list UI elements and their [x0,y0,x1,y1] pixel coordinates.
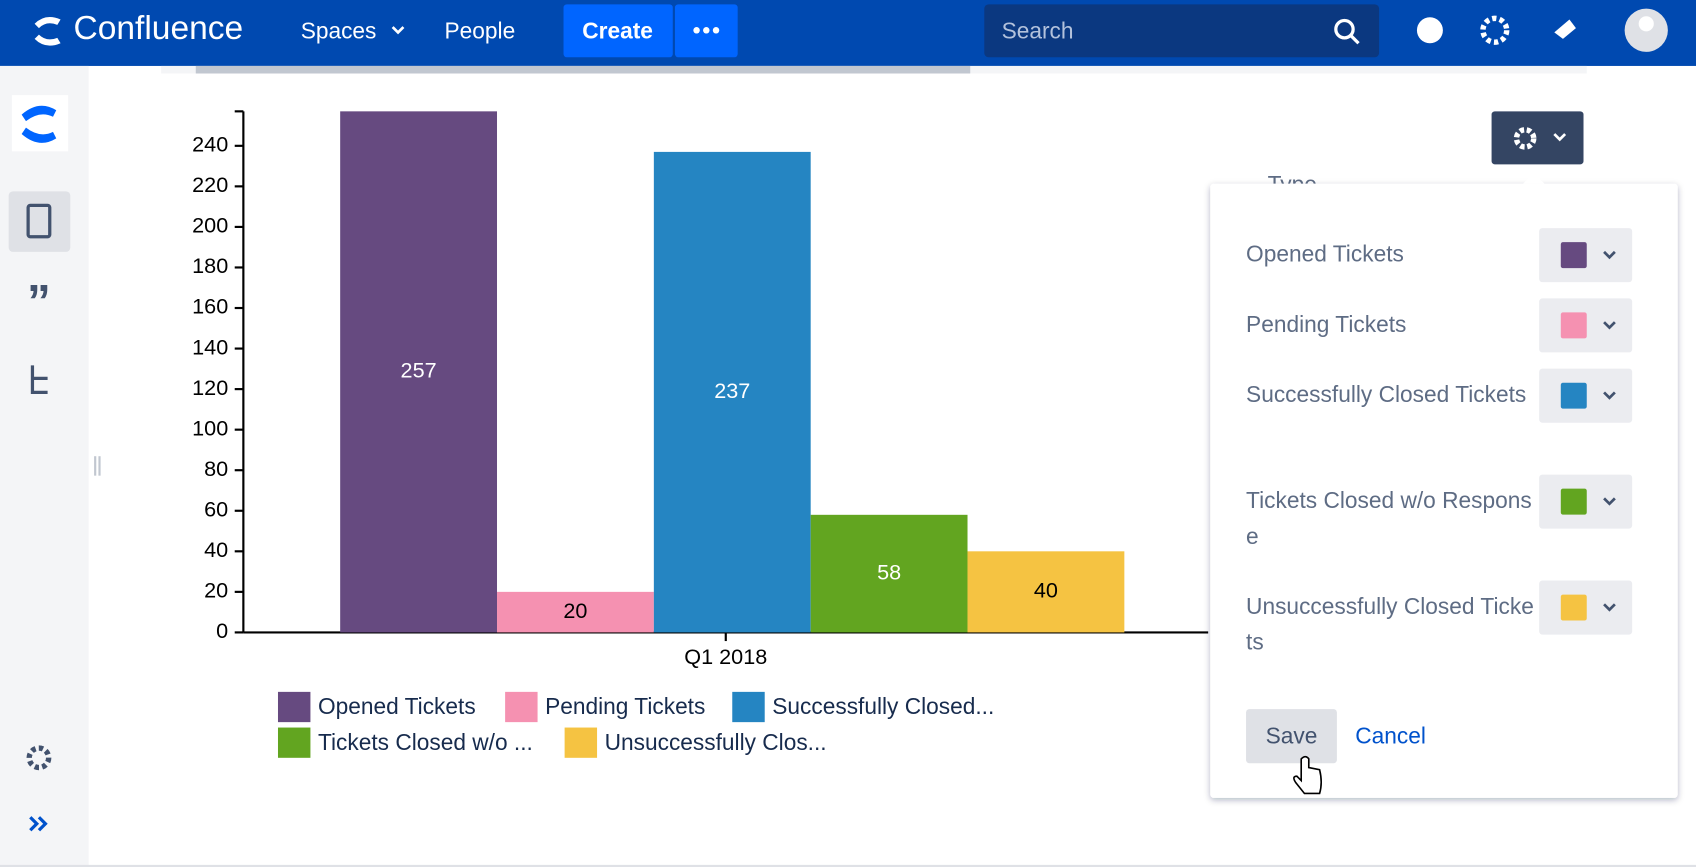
chevron [1603,391,1616,400]
series-name: Pending Tickets [1246,312,1407,338]
gear-icon [1513,127,1537,150]
y-tick-label: 20 [204,578,228,603]
y-tick-label: 140 [192,334,228,359]
settings-icon[interactable] [1480,15,1510,45]
search-box[interactable] [984,4,1380,58]
series-name-box: Unsuccessfully Closed Tickets [1246,594,1534,656]
legend-label[interactable]: Successfully Closed... [772,693,994,719]
tree-icon[interactable] [30,365,48,395]
bar[interactable] [497,591,654,633]
legend-swatch[interactable] [277,691,311,723]
nav-people[interactable]: People [445,17,516,43]
chevron [1553,133,1567,142]
y-tick-label: 100 [192,415,228,440]
series-name-box: Tickets Closed w/o Response [1246,488,1532,550]
color-swatch [1560,594,1587,621]
value-label: 20 [563,598,587,623]
space-settings[interactable] [26,745,52,771]
legend-label[interactable]: Pending Tickets [545,693,705,719]
series-name-box: Pending Tickets [1246,312,1407,338]
y-tick-label: 40 [204,537,228,562]
bar[interactable] [967,551,1125,633]
series-name: Unsuccessfully Closed Tickets [1246,594,1534,656]
y-tick-label: 120 [192,375,228,400]
expand-sidebar[interactable] [29,816,48,832]
save-button[interactable] [1246,709,1337,764]
create-button[interactable] [563,4,673,58]
chart: 0 20 40 60 80 100 120 140 160 180 200 220 240 Q1 2018… [192,110,1209,758]
bar[interactable] [340,111,498,633]
legend-label[interactable]: Unsuccessfully Clos... [605,729,827,755]
color-swatch [1560,488,1587,515]
pages-nav[interactable] [8,191,71,252]
y-tick-label: 180 [192,253,228,278]
legend-swatch[interactable] [564,727,598,758]
value-label: 257 [401,358,437,383]
legend-label[interactable]: Tickets Closed w/o ... [318,729,533,755]
type-label: Type [1268,171,1317,197]
series-name: Successfully Closed Tickets [1246,382,1527,408]
space-logo[interactable] [11,95,69,152]
value-label: 58 [877,559,901,584]
help-icon[interactable] [1416,17,1443,44]
nav-spaces[interactable]: Spaces [301,17,377,43]
blog-icon[interactable]: ” [27,275,51,328]
bar[interactable] [653,151,811,633]
legend-swatch[interactable] [732,691,765,723]
y-tick-label: 220 [192,172,228,197]
series-colors: Opened Tickets Pending Tickets Successfull… [1246,228,1633,656]
more-dots [693,27,720,34]
legend-swatch[interactable] [505,691,538,723]
y-tick-label: 80 [204,456,228,481]
y-tick-label: 200 [192,213,228,238]
product-name[interactable]: Confluence [74,10,244,47]
value-label: 237 [714,378,750,403]
y-tick-label: 160 [192,294,228,319]
series-name-box: Successfully Closed Tickets [1246,382,1527,408]
chevron [391,26,405,35]
chevron [1603,603,1616,612]
series-name-box: Opened Tickets [1246,242,1404,268]
logo-icon [34,17,61,46]
pages-icon [26,203,52,239]
legend-label[interactable]: Opened Tickets [318,693,476,719]
chevron [1603,250,1616,260]
x-tick-label: Q1 2018 [684,644,767,669]
series-name: Opened Tickets [1246,242,1404,268]
space-logo-icon [21,105,57,143]
save-label[interactable]: Save [1266,722,1318,748]
y-tick-label: 240 [192,132,228,157]
chevron [1603,497,1616,506]
bar[interactable] [810,514,968,633]
color-swatch [1560,382,1587,409]
scroll-bar [195,65,971,74]
create-label[interactable]: Create [582,17,653,43]
panel-pointer [1522,172,1545,184]
y-tick-label: 60 [204,496,228,521]
color-swatch [1560,312,1587,339]
sidebar [0,65,89,867]
top-bar [0,0,1696,66]
chart-settings-button[interactable] [1491,111,1584,165]
series-name: Tickets Closed w/o Response [1246,488,1532,550]
chevron [1603,321,1616,330]
color-swatch [1560,242,1587,269]
y-tick-label: 0 [216,618,228,643]
notifications-icon[interactable] [1554,19,1576,39]
value-label: 40 [1034,578,1058,603]
cursor [1293,755,1323,795]
search-placeholder: Search [1002,17,1074,43]
cancel-link[interactable]: Cancel [1355,722,1426,748]
search-icon[interactable] [1334,18,1360,45]
legend-swatch[interactable] [277,727,311,758]
logo[interactable] [34,17,61,46]
avatar-head [1638,16,1654,32]
